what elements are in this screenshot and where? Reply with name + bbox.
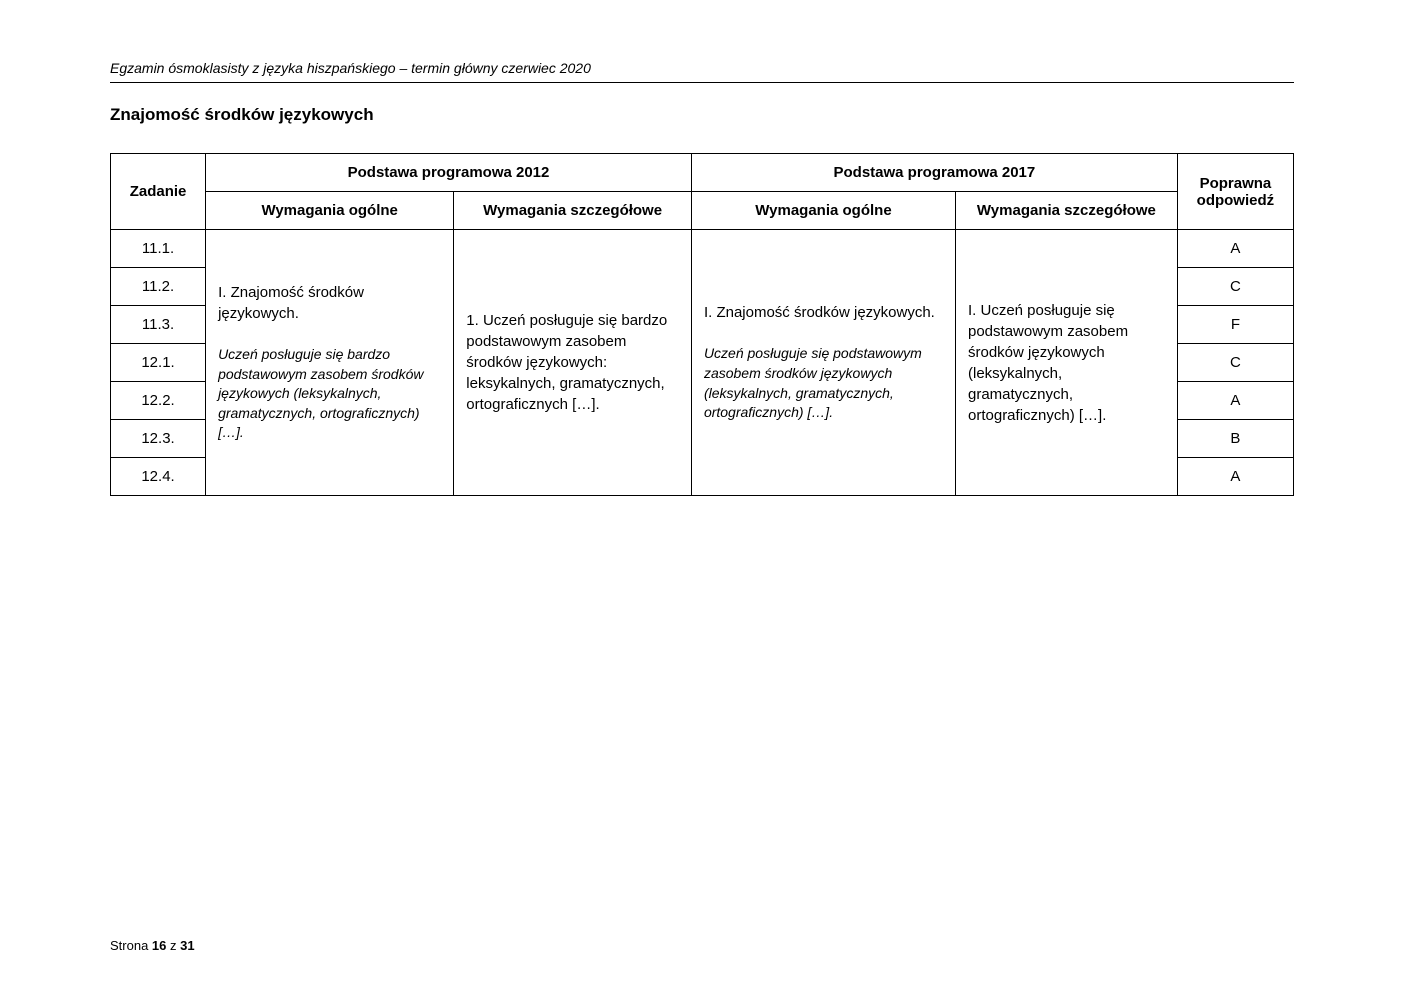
col-header-poprawna: Poprawna odpowiedź <box>1177 154 1293 230</box>
wo2017-main: I. Znajomość środków językowych. <box>704 302 943 323</box>
footer-page: 16 <box>152 938 166 953</box>
wo2017-sub: Uczeń posługuje się podstawowym zasobem … <box>704 344 943 422</box>
col-header-pp2012: Podstawa programowa 2012 <box>206 154 692 192</box>
col-header-wo-2012: Wymagania ogólne <box>206 192 454 230</box>
page-container: Egzamin ósmoklasisty z języka hiszpański… <box>0 0 1404 496</box>
cell-ws-2012: 1. Uczeń posługuje się bardzo podstawowy… <box>454 230 692 496</box>
cell-ws-2017: I. Uczeń posługuje się podstawowym zasob… <box>956 230 1178 496</box>
ws2012-text: 1. Uczeń posługuje się bardzo podstawowy… <box>466 310 679 415</box>
cell-odp: A <box>1177 458 1293 496</box>
cell-zadanie: 11.2. <box>111 268 206 306</box>
page-footer: Strona 16 z 31 <box>110 938 195 953</box>
col-header-ws-2017: Wymagania szczegółowe <box>956 192 1178 230</box>
document-header: Egzamin ósmoklasisty z języka hiszpański… <box>110 60 1294 76</box>
header-divider <box>110 82 1294 83</box>
col-header-wo-2017: Wymagania ogólne <box>691 192 955 230</box>
table-header-row-2: Wymagania ogólne Wymagania szczegółowe W… <box>111 192 1294 230</box>
cell-zadanie: 12.1. <box>111 344 206 382</box>
col-header-ws-2012: Wymagania szczegółowe <box>454 192 692 230</box>
cell-odp: A <box>1177 230 1293 268</box>
wo2012-main: I. Znajomość środków językowych. <box>218 282 441 324</box>
cell-zadanie: 12.3. <box>111 420 206 458</box>
cell-odp: C <box>1177 268 1293 306</box>
cell-odp: B <box>1177 420 1293 458</box>
ws2017-text: I. Uczeń posługuje się podstawowym zasob… <box>968 300 1165 426</box>
footer-mid: z <box>166 938 180 953</box>
section-title: Znajomość środków językowych <box>110 105 1294 125</box>
cell-odp: A <box>1177 382 1293 420</box>
table-header-row-1: Zadanie Podstawa programowa 2012 Podstaw… <box>111 154 1294 192</box>
cell-zadanie: 11.1. <box>111 230 206 268</box>
col-header-pp2017: Podstawa programowa 2017 <box>691 154 1177 192</box>
cell-zadanie: 12.2. <box>111 382 206 420</box>
col-header-zadanie: Zadanie <box>111 154 206 230</box>
cell-odp: C <box>1177 344 1293 382</box>
footer-total: 31 <box>180 938 194 953</box>
answer-table: Zadanie Podstawa programowa 2012 Podstaw… <box>110 153 1294 496</box>
cell-odp: F <box>1177 306 1293 344</box>
table-row: 11.1. I. Znajomość środków językowych. U… <box>111 230 1294 268</box>
cell-zadanie: 11.3. <box>111 306 206 344</box>
cell-wo-2017: I. Znajomość środków językowych. Uczeń p… <box>691 230 955 496</box>
cell-wo-2012: I. Znajomość środków językowych. Uczeń p… <box>206 230 454 496</box>
cell-zadanie: 12.4. <box>111 458 206 496</box>
wo2012-sub: Uczeń posługuje się bardzo podstawowym z… <box>218 345 441 443</box>
footer-prefix: Strona <box>110 938 152 953</box>
